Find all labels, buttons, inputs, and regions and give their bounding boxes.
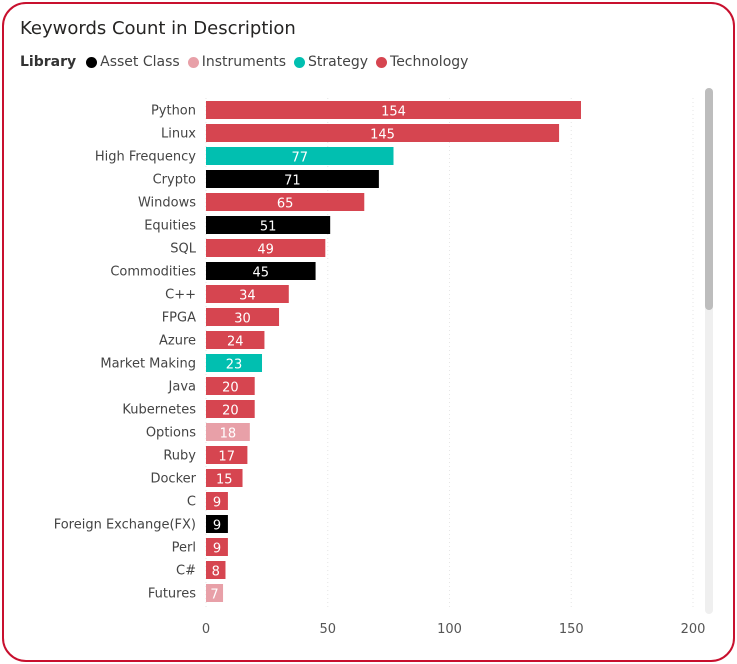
- y-category-label: C#: [176, 564, 196, 579]
- y-category-label: C++: [165, 288, 196, 303]
- data-label: 15: [216, 473, 233, 488]
- x-tick-label: 50: [319, 622, 336, 637]
- x-tick-label: 0: [202, 622, 210, 637]
- bar[interactable]: [206, 584, 224, 602]
- y-category-label: Java: [168, 380, 196, 395]
- data-label: 9: [213, 496, 221, 511]
- bar[interactable]: [206, 446, 248, 464]
- chart-title: Keywords Count in Description: [20, 18, 296, 39]
- data-label: 23: [226, 358, 243, 373]
- legend-item-strategy[interactable]: Strategy: [294, 54, 368, 70]
- data-label: 45: [253, 266, 270, 281]
- y-category-label: Equities: [144, 219, 196, 234]
- data-label: 154: [381, 105, 406, 120]
- data-label: 49: [257, 243, 274, 258]
- bar[interactable]: [206, 262, 316, 280]
- legend: Library Asset Class Instruments Strategy…: [20, 54, 476, 70]
- legend-dot-strategy: [294, 56, 306, 68]
- bar[interactable]: [206, 101, 581, 119]
- legend-item-instruments[interactable]: Instruments: [187, 54, 287, 70]
- legend-title: Library: [20, 54, 77, 70]
- bar[interactable]: [206, 124, 560, 142]
- data-label: 34: [239, 289, 256, 304]
- bar[interactable]: [206, 377, 255, 395]
- x-tick-label: 150: [559, 622, 584, 637]
- y-category-label: Crypto: [153, 173, 196, 188]
- scrollbar-thumb[interactable]: [705, 88, 713, 310]
- data-label: 17: [218, 450, 235, 465]
- vertical-scrollbar[interactable]: [705, 88, 713, 614]
- bar[interactable]: [206, 308, 280, 326]
- y-category-label: Docker: [150, 472, 196, 487]
- x-tick-label: 200: [681, 622, 706, 637]
- y-category-label: Windows: [138, 196, 196, 211]
- bar[interactable]: [206, 331, 265, 349]
- y-category-label: Commodities: [110, 265, 196, 280]
- bar[interactable]: [206, 193, 365, 211]
- y-category-label: Ruby: [163, 449, 196, 464]
- data-label: 51: [260, 220, 277, 235]
- data-label: 145: [370, 128, 395, 143]
- data-label: 24: [227, 335, 244, 350]
- data-label: 77: [291, 151, 308, 166]
- data-label: 20: [222, 381, 239, 396]
- bar[interactable]: [206, 354, 263, 372]
- y-category-label: Linux: [161, 127, 196, 142]
- bar[interactable]: [206, 285, 289, 303]
- y-category-label: Python: [151, 104, 196, 119]
- bar[interactable]: [206, 147, 394, 165]
- legend-dot-technology: [376, 56, 388, 68]
- legend-item-asset-class[interactable]: Asset Class: [86, 54, 180, 70]
- data-label: 9: [213, 519, 221, 534]
- x-tick-label: 100: [437, 622, 462, 637]
- bar[interactable]: [206, 469, 243, 487]
- y-category-label: C: [187, 495, 196, 510]
- legend-dot-instruments: [187, 56, 199, 68]
- legend-label-asset-class: Asset Class: [100, 54, 180, 70]
- y-category-label: Kubernetes: [122, 403, 196, 418]
- data-label: 20: [222, 404, 239, 419]
- y-category-label: Market Making: [100, 357, 196, 372]
- y-category-label: Azure: [159, 334, 196, 349]
- data-label: 71: [284, 174, 301, 189]
- data-label: 8: [212, 565, 220, 580]
- bar[interactable]: [206, 239, 326, 257]
- y-category-label: Foreign Exchange(FX): [54, 518, 196, 533]
- y-category-label: Perl: [172, 541, 196, 556]
- y-category-label: Futures: [148, 587, 196, 602]
- data-label: 7: [210, 588, 218, 603]
- legend-item-technology[interactable]: Technology: [376, 54, 468, 70]
- data-label: 9: [213, 542, 221, 557]
- legend-dot-asset-class: [86, 56, 98, 68]
- y-category-label: FPGA: [162, 311, 196, 326]
- data-label: 18: [220, 427, 237, 442]
- bar[interactable]: [206, 170, 379, 188]
- bar[interactable]: [206, 561, 226, 579]
- legend-label-instruments: Instruments: [201, 54, 287, 70]
- y-category-label: SQL: [170, 242, 196, 257]
- bar[interactable]: [206, 492, 228, 510]
- legend-label-technology: Technology: [390, 54, 469, 70]
- data-label: 65: [277, 197, 294, 212]
- y-category-label: High Frequency: [95, 150, 196, 165]
- data-label: 30: [234, 312, 251, 327]
- bar[interactable]: [206, 538, 228, 556]
- bar[interactable]: [206, 216, 331, 234]
- y-category-label: Options: [146, 426, 196, 441]
- bar[interactable]: [206, 515, 228, 533]
- bar[interactable]: [206, 423, 250, 441]
- bar[interactable]: [206, 400, 255, 418]
- legend-label-strategy: Strategy: [308, 54, 369, 70]
